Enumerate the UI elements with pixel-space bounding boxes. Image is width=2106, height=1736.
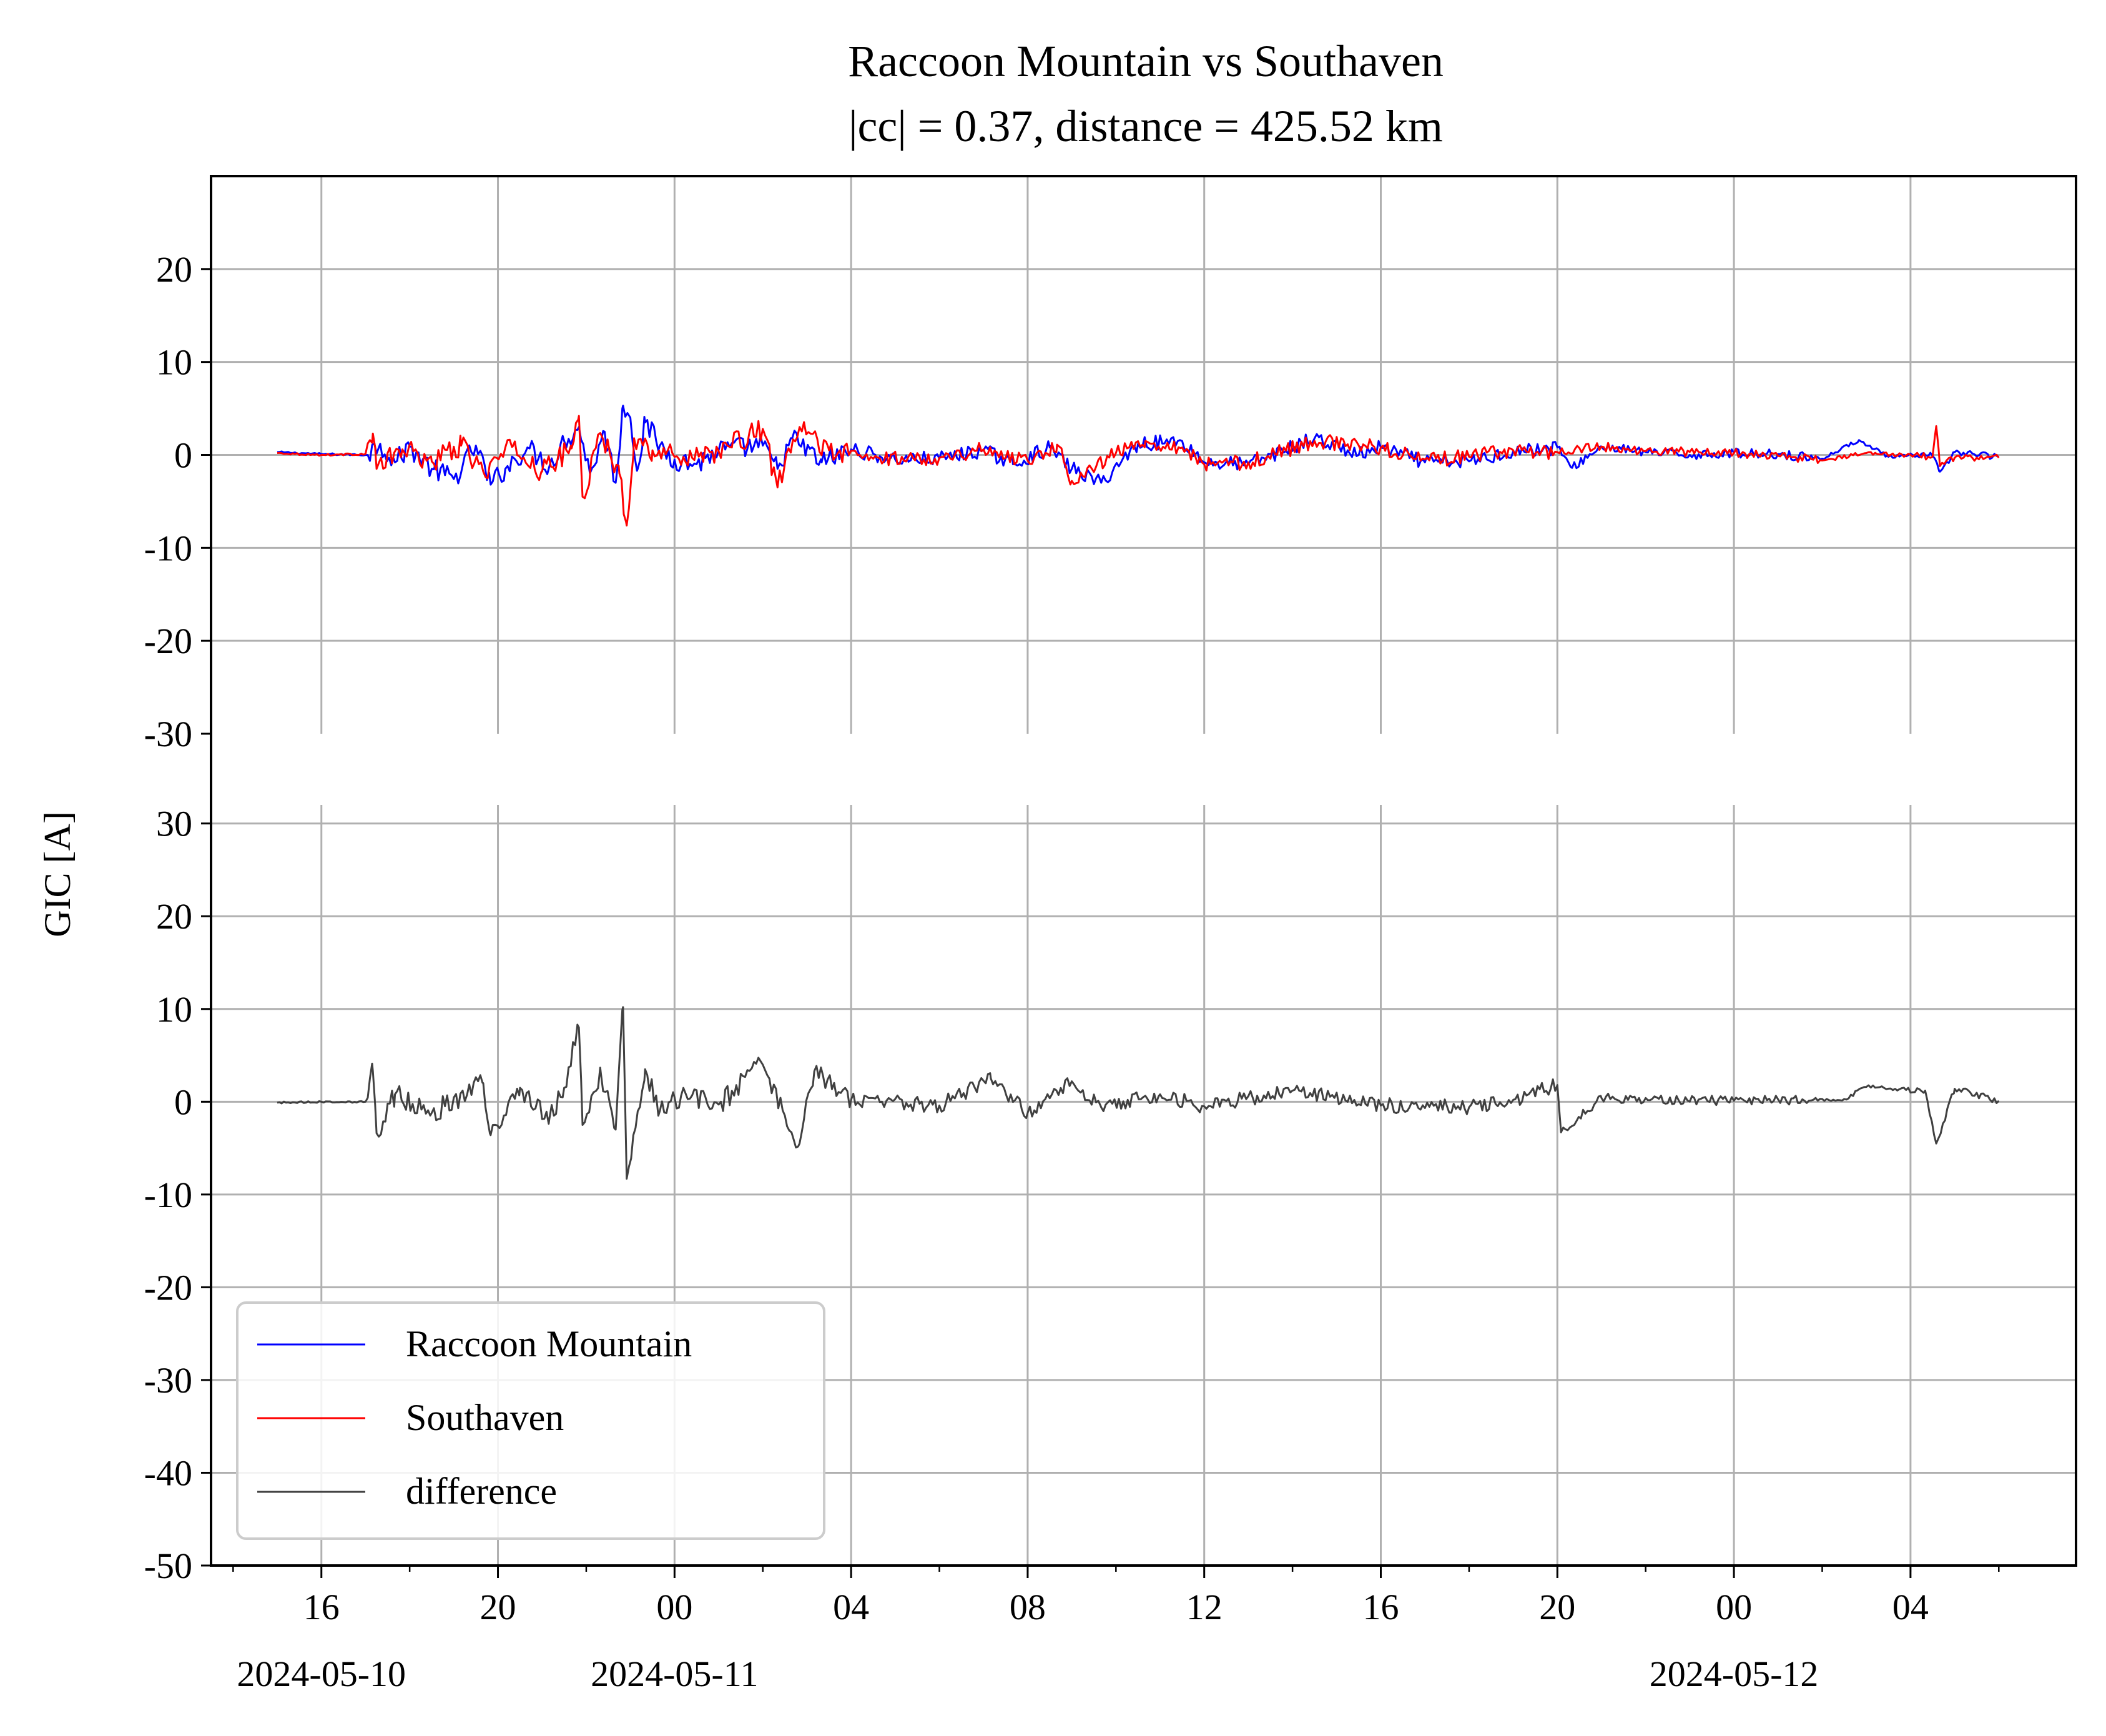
y-tick-label-bottom-4: -10 [144, 1175, 192, 1215]
y-tick-label-bottom-2: 10 [156, 989, 192, 1030]
legend-label-difference: difference [406, 1471, 557, 1512]
chart-title: Raccoon Mountain vs Southaven [848, 36, 1444, 86]
x-tick-label-5: 12 [1186, 1587, 1223, 1627]
y-tick-label-top-2: 0 [174, 435, 192, 476]
y-tick-label-bottom-6: -30 [144, 1360, 192, 1401]
series-line-southaven [277, 415, 2000, 527]
y-tick-label-top-5: -30 [144, 714, 192, 754]
y-axis-label: GIC [A] [37, 811, 78, 937]
panel-top: 20 10 0 -10 -20 -30 [144, 176, 2076, 754]
series-top [277, 405, 2000, 527]
legend-box [236, 1301, 825, 1540]
x-date-label-0: 2024-05-10 [237, 1654, 406, 1694]
y-tick-label-bottom-1: 20 [156, 896, 192, 937]
y-tick-label-bottom-5: -20 [144, 1267, 192, 1308]
y-tick-label-bottom-7: -40 [144, 1452, 192, 1493]
axes-frame [210, 175, 2077, 1567]
x-axis: 16 20 00 04 08 12 16 20 00 04 2024-05-10 2024-05-11… [232, 1566, 2000, 1694]
y-tick-label-top-0: 20 [156, 249, 192, 290]
y-ticks-top: 20 10 0 -10 -20 -30 [144, 249, 211, 754]
x-tick-label-3: 04 [833, 1587, 869, 1627]
legend: Raccoon Mountain Southaven difference [236, 1301, 825, 1540]
legend-label-raccoon-mountain: Raccoon Mountain [406, 1323, 692, 1364]
x-tick-label-1: 20 [480, 1587, 516, 1627]
y-tick-label-bottom-8: -50 [144, 1546, 192, 1586]
x-date-label-2: 2024-05-12 [1650, 1654, 1819, 1694]
y-ticks-bottom: 30 20 10 0 -10 -20 -30 -40 -50 [144, 804, 211, 1586]
x-tick-label-8: 00 [1716, 1587, 1752, 1627]
series-line-difference [277, 1006, 2000, 1180]
x-tick-label-0: 16 [303, 1587, 340, 1627]
x-tick-label-4: 08 [1010, 1587, 1046, 1627]
x-tick-label-9: 04 [1892, 1587, 1929, 1627]
legend-label-southaven: Southaven [406, 1397, 564, 1438]
y-tick-label-top-1: 10 [156, 342, 192, 383]
y-tick-label-bottom-0: 30 [156, 804, 192, 844]
y-tick-label-top-3: -10 [144, 528, 192, 568]
x-date-label-1: 2024-05-11 [591, 1654, 758, 1694]
series-bottom [277, 1006, 2000, 1180]
y-tick-label-top-4: -20 [144, 621, 192, 661]
x-tick-label-6: 16 [1363, 1587, 1399, 1627]
chart-subtitle: |cc| = 0.37, distance = 425.52 km [849, 101, 1443, 151]
y-tick-label-bottom-3: 0 [174, 1082, 192, 1122]
x-tick-label-7: 20 [1539, 1587, 1575, 1627]
x-tick-label-2: 00 [656, 1587, 692, 1627]
series-line-raccoon-mountain [277, 405, 1999, 486]
